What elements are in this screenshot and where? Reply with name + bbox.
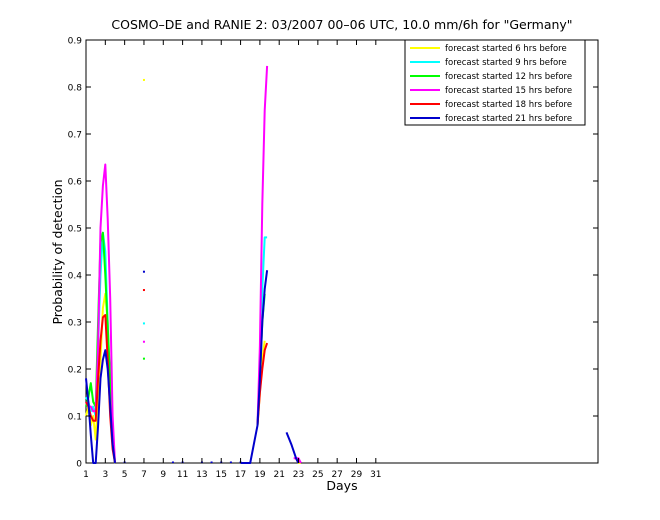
x-tick-label: 23: [293, 470, 304, 480]
y-axis-label: Probability of detection: [50, 179, 65, 324]
y-tick-label: 0: [76, 460, 82, 470]
x-tick-label: 29: [351, 470, 363, 480]
series-6: [85, 270, 300, 464]
y-tick-label: 0.8: [68, 84, 83, 94]
y-tick-label: 0.2: [68, 366, 82, 376]
data-point: [142, 270, 145, 273]
legend-label: forecast started 12 hrs before: [445, 72, 572, 82]
legend-label: forecast started 15 hrs before: [445, 86, 572, 96]
legend-label: forecast started 9 hrs before: [445, 58, 567, 68]
chart-title: COSMO–DE and RANIE 2: 03/2007 00–06 UTC,…: [111, 17, 572, 32]
zero-marker: [229, 461, 232, 463]
y-tick-label: 0.9: [68, 37, 83, 47]
series-layer: [85, 65, 302, 464]
zero-marker: [171, 461, 174, 463]
x-tick-label: 9: [160, 470, 166, 480]
legend-label: forecast started 18 hrs before: [445, 100, 572, 110]
x-tick-label: 13: [196, 470, 207, 480]
data-point: [142, 78, 145, 81]
x-tick-label: 1: [83, 470, 89, 480]
x-tick-label: 19: [254, 470, 266, 480]
data-point: [142, 322, 145, 325]
legend: forecast started 6 hrs before forecast st…: [404, 39, 586, 126]
x-tick-label: 11: [177, 470, 188, 480]
y-tick-label: 0.1: [68, 413, 82, 423]
x-tick-label: 25: [312, 470, 323, 480]
x-tick-label: 5: [122, 470, 128, 480]
x-tick-label: 15: [216, 470, 227, 480]
data-point: [142, 340, 145, 343]
x-tick-label: 17: [235, 470, 246, 480]
data-point: [142, 357, 145, 360]
x-tick-label: 3: [102, 470, 108, 480]
y-tick-label: 0.4: [68, 272, 83, 282]
x-tick-label: 27: [331, 470, 342, 480]
y-ticks: 0 0.1 0.2 0.3 0.4 0.5 0.6 0.7 0.8 0.9: [68, 37, 598, 470]
x-tick-label: 21: [273, 470, 284, 480]
y-tick-label: 0.6: [68, 178, 83, 188]
data-point: [142, 289, 145, 292]
y-tick-label: 0.3: [68, 319, 82, 329]
series-line: [85, 163, 116, 464]
x-tick-label: 7: [141, 470, 147, 480]
x-ticks: 1 3 5 7 9 11 13 15 17 19 21 23 25 27 29 31: [83, 40, 382, 480]
zero-marker: [210, 461, 213, 463]
legend-box: [404, 39, 586, 126]
series-line: [256, 65, 269, 426]
series-line: [285, 432, 300, 464]
y-tick-label: 0.7: [68, 131, 82, 141]
series-line: [240, 270, 269, 464]
series-line: [85, 349, 116, 464]
x-tick-label: 31: [370, 470, 381, 480]
y-tick-label: 0.5: [68, 225, 82, 235]
legend-label: forecast started 21 hrs before: [445, 114, 572, 124]
x-axis-label: Days: [326, 478, 357, 493]
legend-label: forecast started 6 hrs before: [445, 44, 567, 54]
